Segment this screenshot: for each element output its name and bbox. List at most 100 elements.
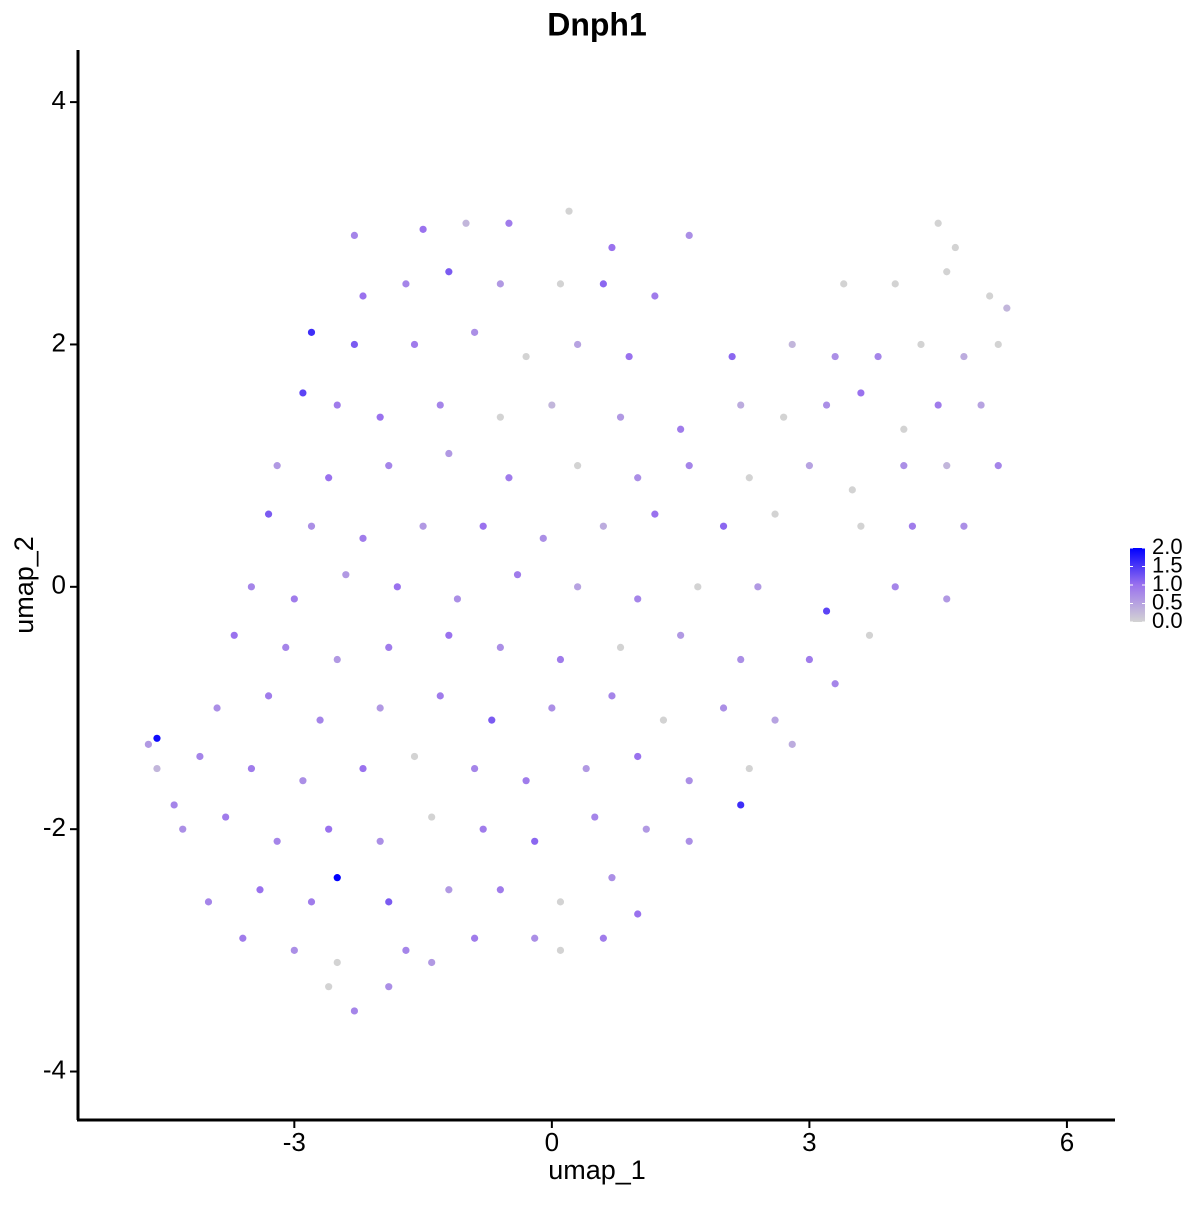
point (213, 704, 221, 712)
point (333, 874, 341, 882)
point (376, 837, 384, 845)
x-tick-label: 0 (545, 1127, 559, 1157)
point (771, 716, 779, 724)
point (737, 401, 745, 409)
point (994, 340, 1002, 349)
point (531, 934, 539, 942)
point (840, 280, 848, 288)
point (479, 522, 487, 530)
point (307, 898, 316, 906)
colorbar-label: 2.0 (1152, 534, 1183, 559)
point (479, 825, 487, 833)
chart-title: Dnph1 (547, 6, 647, 42)
point (943, 268, 951, 276)
point (719, 522, 728, 530)
point (230, 631, 238, 639)
point (505, 474, 513, 482)
point (531, 837, 539, 845)
point (445, 449, 453, 458)
point (316, 716, 324, 724)
x-tick-label: 3 (802, 1127, 816, 1157)
point (616, 413, 625, 421)
point (496, 280, 504, 288)
point (677, 425, 685, 433)
point (659, 716, 668, 724)
y-tick-label: 0 (52, 570, 66, 600)
point (402, 280, 410, 288)
point (333, 401, 341, 409)
point (325, 983, 333, 991)
x-axis-label: umap_1 (548, 1155, 646, 1185)
point (290, 946, 298, 954)
point (737, 801, 745, 809)
point (891, 280, 899, 288)
point (608, 874, 616, 882)
point (222, 813, 230, 821)
point (496, 413, 504, 421)
point (359, 292, 367, 300)
x-tick-label: 6 (1060, 1127, 1074, 1157)
point (488, 716, 496, 724)
point (608, 243, 616, 252)
point (548, 704, 556, 712)
x-tick-label: -3 (283, 1127, 306, 1157)
point (419, 225, 427, 233)
point (513, 571, 522, 579)
point (737, 655, 745, 664)
point (299, 777, 307, 785)
point (934, 219, 942, 227)
point (1003, 304, 1011, 312)
point (471, 764, 479, 773)
point (436, 401, 444, 409)
point (410, 340, 419, 349)
point (891, 583, 899, 591)
colorbar-label: 0.0 (1152, 608, 1183, 633)
point (831, 352, 839, 361)
point (874, 352, 882, 361)
point (599, 934, 607, 942)
point (299, 389, 307, 397)
colorbar-label: 1.0 (1152, 571, 1183, 596)
point (247, 764, 256, 773)
point (256, 886, 264, 894)
point (685, 462, 693, 470)
point (865, 631, 874, 639)
point (462, 219, 470, 227)
point (599, 280, 607, 288)
point (196, 752, 204, 761)
y-tick-label: -4 (43, 1054, 66, 1084)
point (273, 462, 281, 470)
point (247, 583, 256, 591)
y-axis-label: umap_2 (9, 536, 39, 634)
point (582, 764, 590, 773)
point (685, 837, 693, 845)
point (522, 352, 530, 361)
point (565, 207, 573, 215)
point (634, 595, 642, 603)
point (436, 692, 444, 700)
point (857, 389, 865, 397)
point (393, 583, 401, 591)
point (745, 764, 753, 773)
point (170, 801, 178, 809)
point (556, 280, 565, 288)
point (822, 401, 831, 409)
point (428, 813, 436, 821)
colorbar (1130, 548, 1145, 622)
point (677, 631, 685, 639)
point (419, 522, 427, 530)
point (745, 474, 753, 482)
point (634, 474, 642, 482)
point (539, 534, 547, 542)
point (204, 898, 213, 906)
point (556, 946, 565, 954)
point (273, 837, 281, 845)
point (651, 510, 659, 518)
point (402, 946, 410, 954)
point (642, 825, 650, 833)
point (453, 595, 462, 603)
point (350, 340, 359, 349)
point (728, 352, 736, 361)
point (471, 328, 479, 336)
